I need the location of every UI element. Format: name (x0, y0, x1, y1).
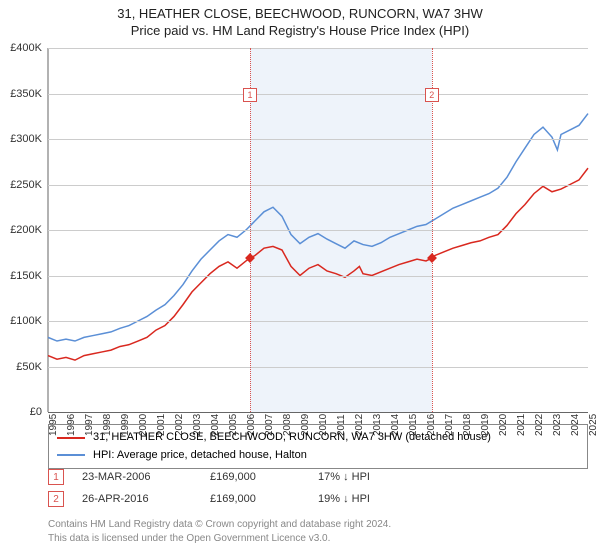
sale-price: £169,000 (210, 471, 300, 483)
gridline (48, 276, 588, 277)
gridline (48, 94, 588, 95)
gridline (48, 367, 588, 368)
chart-plot-area: £0£50K£100K£150K£200K£250K£300K£350K£400… (48, 48, 588, 412)
gridline (48, 48, 588, 49)
sale-row-marker: 2 (48, 491, 64, 507)
legend-swatch (57, 437, 85, 439)
ytick-label: £200K (10, 224, 42, 236)
chart-container: 31, HEATHER CLOSE, BEECHWOOD, RUNCORN, W… (0, 0, 600, 560)
sale-vline (432, 48, 433, 412)
legend-item: 31, HEATHER CLOSE, BEECHWOOD, RUNCORN, W… (57, 429, 579, 447)
gridline (48, 321, 588, 322)
legend-item: HPI: Average price, detached house, Halt… (57, 447, 579, 465)
legend-label: HPI: Average price, detached house, Halt… (93, 447, 307, 465)
series-price_paid (48, 168, 588, 360)
sale-badge: 1 (243, 88, 257, 102)
legend-swatch (57, 454, 85, 456)
gridline (48, 139, 588, 140)
legend-label: 31, HEATHER CLOSE, BEECHWOOD, RUNCORN, W… (93, 429, 491, 447)
sale-diff: 19% ↓ HPI (318, 493, 428, 505)
footer-line-1: Contains HM Land Registry data © Crown c… (48, 518, 588, 532)
sale-diff: 17% ↓ HPI (318, 471, 428, 483)
ytick-label: £50K (16, 361, 42, 373)
ytick-label: £300K (10, 133, 42, 145)
sale-price: £169,000 (210, 493, 300, 505)
gridline (48, 185, 588, 186)
sale-row: 2 26-APR-2016 £169,000 19% ↓ HPI (48, 488, 588, 510)
gridline (48, 230, 588, 231)
legend: 31, HEATHER CLOSE, BEECHWOOD, RUNCORN, W… (48, 424, 588, 469)
sale-row: 1 23-MAR-2006 £169,000 17% ↓ HPI (48, 466, 588, 488)
sale-date: 26-APR-2016 (82, 493, 192, 505)
footer-line-2: This data is licensed under the Open Gov… (48, 532, 588, 546)
sale-vline (250, 48, 251, 412)
sales-table: 1 23-MAR-2006 £169,000 17% ↓ HPI 2 26-APR-201… (48, 466, 588, 510)
xtick-label: 2025 (588, 414, 599, 436)
ytick-label: £250K (10, 179, 42, 191)
sale-date: 23-MAR-2006 (82, 471, 192, 483)
series-hpi (48, 114, 588, 342)
ytick-label: £0 (30, 406, 42, 418)
sale-badge: 2 (425, 88, 439, 102)
chart-subtitle: Price paid vs. HM Land Registry's House … (0, 23, 600, 38)
ytick-label: £350K (10, 88, 42, 100)
ytick-label: £400K (10, 42, 42, 54)
sale-row-marker: 1 (48, 469, 64, 485)
chart-title: 31, HEATHER CLOSE, BEECHWOOD, RUNCORN, W… (0, 6, 600, 21)
footer: Contains HM Land Registry data © Crown c… (48, 518, 588, 545)
ytick-label: £100K (10, 315, 42, 327)
title-block: 31, HEATHER CLOSE, BEECHWOOD, RUNCORN, W… (0, 0, 600, 38)
ytick-label: £150K (10, 270, 42, 282)
